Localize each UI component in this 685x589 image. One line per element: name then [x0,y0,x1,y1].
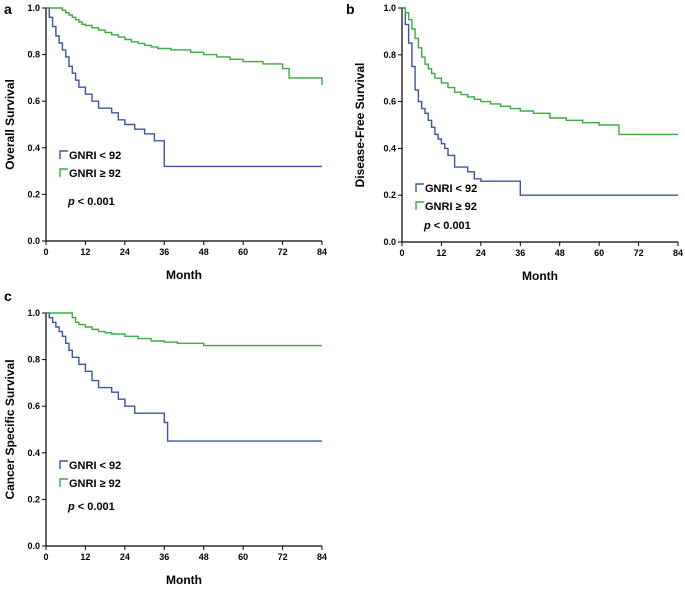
y-tick-label: 0.0 [27,236,40,246]
x-tick-label: 24 [120,247,130,257]
x-axis-title: Month [166,573,202,587]
x-tick-label: 12 [80,552,90,562]
legend-line-gnri-high [59,478,68,487]
x-tick-label: 60 [238,247,248,257]
legend-label-gnri-low: GNRI < 92 [69,460,121,472]
curve-gnri-high [46,312,322,347]
curve-gnri-low [46,312,322,442]
curve-gnri-high [46,7,323,85]
x-tick-label: 72 [278,552,288,562]
y-tick-label: 0.0 [27,541,40,551]
curve-gnri-high [402,7,678,136]
y-axis-title: Disease-Free Survival [353,63,367,188]
y-tick-label: 0.8 [383,50,396,60]
x-tick-label: 0 [43,552,48,562]
legend: GNRI < 92 GNRI ≥ 92 [59,150,121,180]
legend-label-gnri-low: GNRI < 92 [69,150,121,162]
x-tick-label: 84 [673,248,683,258]
legend-label-gnri-high: GNRI ≥ 92 [425,201,477,213]
p-value-symbol: p [67,196,75,208]
y-tick-label: 0.4 [27,448,40,458]
y-tick-label: 1.0 [27,308,40,318]
x-tick-label: 60 [238,552,248,562]
x-tick-label: 0 [399,248,404,258]
y-tick-label: 0.2 [27,189,40,199]
panel-letter: c [4,288,12,304]
p-value-symbol: p [67,501,75,513]
y-tick-label: 1.0 [383,3,396,13]
y-tick-label: 0.8 [27,50,40,60]
x-tick-label: 0 [43,247,48,257]
x-tick-label: 36 [515,248,525,258]
y-tick-label: 0.6 [27,96,40,106]
legend: GNRI < 92 GNRI ≥ 92 [415,183,477,213]
y-tick-label: 0.6 [383,97,396,107]
legend-label-gnri-high: GNRI ≥ 92 [69,478,121,490]
p-value-text: < 0.001 [75,196,115,208]
y-tick-label: 0.6 [27,401,40,411]
y-tick-label: 0.4 [383,143,396,153]
x-tick-label: 36 [159,247,169,257]
y-tick-label: 1.0 [27,3,40,13]
panel-letter: a [4,1,12,17]
legend-line-gnri-high [415,201,424,210]
y-axis-title: Cancer Specific Survival [3,359,17,499]
p-value-text: < 0.001 [431,220,471,232]
x-tick-label: 60 [594,248,604,258]
x-tick-label: 72 [278,247,288,257]
legend: GNRI < 92 GNRI ≥ 92 [59,460,121,490]
x-tick-label: 48 [555,248,565,258]
x-axis-title: Month [522,269,558,283]
legend-line-gnri-low [59,460,68,469]
y-tick-label: 0.4 [27,143,40,153]
y-axis-title: Overall Survival [3,79,17,170]
legend-line-gnri-high [59,168,68,177]
x-axis-title: Month [166,268,202,282]
p-value: p < 0.001 [67,501,115,513]
x-tick-label: 12 [80,247,90,257]
y-tick-label: 0.0 [383,237,396,247]
panel-letter: b [346,1,355,17]
p-value: p < 0.001 [423,220,471,232]
p-value: p < 0.001 [67,196,115,208]
legend-line-gnri-low [59,150,68,159]
x-tick-label: 72 [634,248,644,258]
x-tick-label: 36 [159,552,169,562]
x-tick-label: 84 [317,552,327,562]
legend-label-gnri-low: GNRI < 92 [425,183,477,195]
x-tick-label: 12 [436,248,446,258]
panel-c: c 0 12 24 36 48 60 72 84 0.0 0.2 0.4 0.6 0.8 1.0 Month C… [3,288,327,587]
x-tick-label: 24 [476,248,486,258]
p-value-symbol: p [423,220,431,232]
x-tick-label: 48 [199,552,209,562]
x-tick-label: 48 [199,247,209,257]
x-tick-label: 84 [317,247,327,257]
y-tick-label: 0.8 [27,355,40,365]
panel-a: a 0 12 24 36 48 60 72 84 0.0 0.2 0.4 0.6 0.8 1.0 Month O… [3,1,327,282]
x-tick-label: 24 [120,552,130,562]
legend-label-gnri-high: GNRI ≥ 92 [69,168,121,180]
curve-gnri-low [46,7,322,168]
y-tick-label: 0.2 [27,494,40,504]
y-tick-label: 0.2 [383,190,396,200]
legend-line-gnri-low [415,183,424,192]
panel-b: b 0 12 24 36 48 60 72 84 0.0 0.2 0.4 0.6 0.8 1.0 Month D… [346,1,683,283]
p-value-text: < 0.001 [75,501,115,513]
curve-gnri-low [402,7,678,196]
